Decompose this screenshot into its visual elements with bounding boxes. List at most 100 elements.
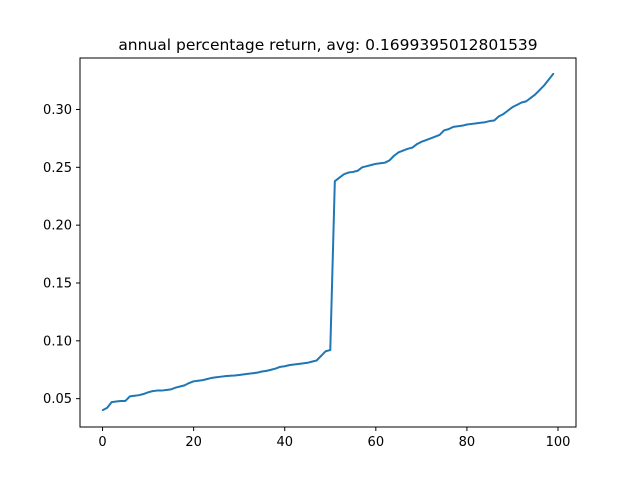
data-point: [151, 390, 154, 392]
data-point: [242, 373, 245, 376]
data-point: [188, 382, 190, 384]
data-point: [438, 134, 441, 136]
data-point: [529, 97, 532, 99]
data-point: [174, 386, 177, 389]
data-point: [498, 115, 500, 118]
data-point: [429, 137, 432, 140]
x-tick-label: 100: [546, 435, 571, 450]
data-point: [352, 171, 354, 173]
data-point: [265, 370, 268, 372]
data-point: [274, 367, 277, 370]
data-point: [329, 349, 332, 351]
data-point: [393, 154, 395, 157]
chart-title: annual percentage return, avg: 0.1699395…: [118, 36, 537, 54]
data-point: [552, 72, 555, 75]
data-point: [511, 106, 514, 108]
data-point: [147, 391, 149, 394]
data-point: [220, 375, 222, 378]
data-point: [138, 394, 140, 396]
data-point: [110, 401, 113, 403]
data-point: [293, 363, 295, 366]
data-point: [406, 148, 409, 150]
data-point: [375, 163, 377, 165]
data-point: [516, 104, 518, 106]
data-point: [183, 384, 186, 387]
data-point: [488, 120, 491, 122]
data-point: [416, 143, 418, 145]
data-point: [411, 146, 414, 149]
data-point: [288, 364, 291, 366]
data-point: [279, 366, 281, 368]
data-point: [356, 169, 359, 172]
data-point: [233, 374, 236, 377]
y-tick-label: 0.10: [43, 334, 72, 349]
data-point: [211, 377, 213, 379]
data-point: [507, 109, 509, 112]
data-point: [106, 407, 108, 409]
data-point: [525, 100, 527, 103]
x-tick-label: 40: [276, 435, 293, 450]
data-point: [402, 149, 404, 152]
data-point: [252, 372, 254, 375]
data-point: [283, 365, 286, 368]
data-point: [206, 378, 209, 380]
data-point: [170, 388, 172, 391]
data-point: [470, 123, 473, 125]
data-point: [434, 135, 436, 138]
data-point: [493, 119, 496, 122]
data-point: [475, 122, 477, 125]
data-point: [270, 368, 272, 371]
data-point: [197, 379, 199, 382]
data-point: [420, 141, 423, 143]
data-point: [338, 176, 341, 179]
data-point: [397, 151, 400, 154]
data-point: [548, 78, 550, 81]
y-tick-label: 0.20: [43, 219, 72, 234]
data-point: [306, 362, 309, 364]
data-point: [365, 165, 368, 167]
x-tick-label: 60: [368, 435, 385, 450]
data-point: [115, 400, 118, 403]
data-point: [247, 372, 250, 375]
y-tick-label: 0.25: [43, 161, 72, 176]
data-point: [215, 376, 218, 379]
data-point: [452, 126, 455, 128]
data-point: [133, 394, 136, 397]
data-point: [311, 360, 313, 363]
data-point: [129, 395, 131, 398]
data-point: [343, 173, 345, 176]
data-point: [156, 389, 158, 392]
data-point: [447, 128, 450, 130]
y-tick-label: 0.05: [43, 392, 72, 407]
x-tick-label: 20: [185, 435, 202, 450]
data-point: [479, 121, 482, 124]
series-layer: [101, 72, 555, 412]
plot-area: [80, 58, 576, 427]
data-point: [160, 389, 163, 392]
data-point: [538, 89, 541, 91]
series-line: [102, 73, 555, 412]
data-point: [297, 363, 300, 365]
data-point: [192, 380, 195, 383]
data-point: [320, 355, 322, 357]
data-point: [347, 171, 350, 174]
data-point: [324, 350, 327, 353]
plot-frame: [79, 57, 577, 428]
data-point: [461, 124, 464, 127]
data-point: [119, 400, 122, 402]
data-point: [124, 400, 127, 402]
data-point: [534, 93, 537, 96]
data-point: [315, 359, 318, 362]
data-point: [229, 374, 231, 377]
data-point: [543, 84, 546, 86]
data-point: [142, 393, 145, 395]
data-point: [502, 113, 505, 115]
data-point: [302, 362, 304, 365]
x-tick-label: 80: [459, 435, 476, 450]
data-point: [334, 180, 336, 182]
data-point: [466, 123, 468, 126]
data-point: [484, 121, 486, 123]
x-tick-label: 0: [98, 435, 106, 450]
x-axis: 0 20 40 60 80 100: [98, 427, 570, 450]
